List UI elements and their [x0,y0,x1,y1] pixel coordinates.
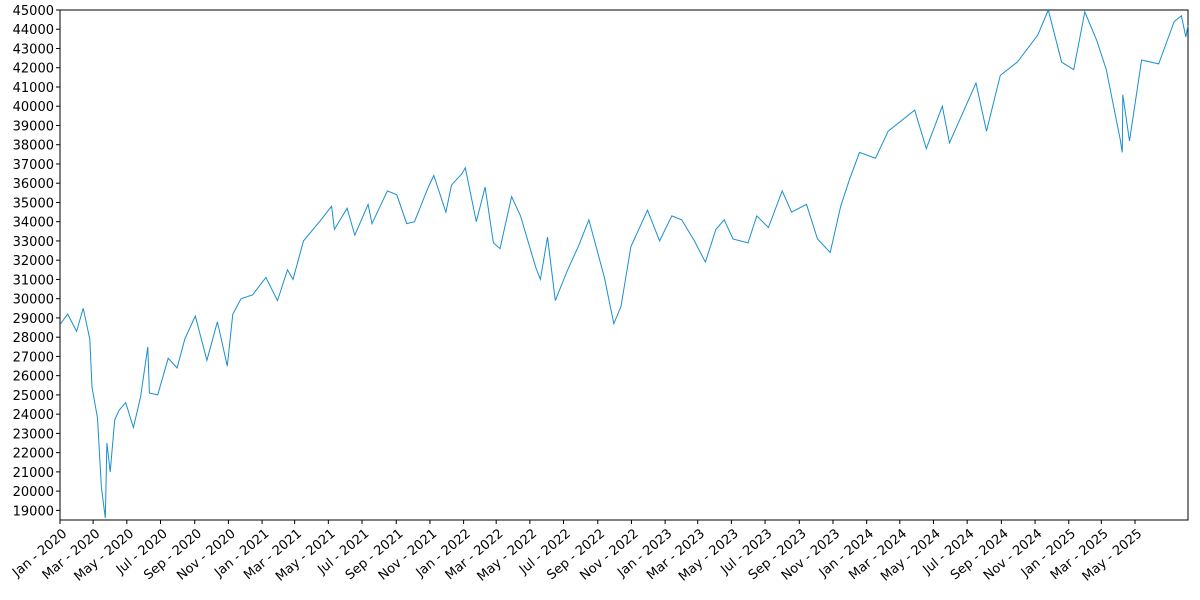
y-tick-label: 38000 [13,139,54,154]
y-tick-label: 43000 [13,42,54,57]
y-tick-label: 41000 [13,81,54,96]
y-tick-label: 36000 [13,177,54,192]
plot-frame [59,9,1189,521]
y-tick-label: 30000 [13,293,54,308]
y-tick-label: 31000 [13,273,54,288]
y-tick-label: 35000 [13,196,54,211]
y-tick-label: 29000 [13,312,54,327]
y-tick-label: 33000 [13,235,54,250]
y-tick-label: 32000 [13,254,54,269]
series-layer [60,8,1189,519]
y-tick-label: 42000 [13,62,54,77]
y-tick-label: 34000 [13,216,54,231]
y-tick-label: 24000 [13,408,54,423]
y-tick-label: 23000 [13,427,54,442]
y-tick-label: 27000 [13,350,54,365]
series-line [60,8,1189,519]
y-tick-label: 20000 [13,485,54,500]
y-tick-label: 19000 [13,504,54,519]
y-tick-label: 45000 [13,4,54,19]
y-tick-label: 22000 [13,447,54,462]
y-tick-label: 25000 [13,389,54,404]
y-tick-label: 40000 [13,100,54,115]
y-tick-label: 21000 [13,466,54,481]
y-tick-label: 37000 [13,158,54,173]
y-tick-label: 28000 [13,331,54,346]
y-tick-label: 44000 [13,23,54,38]
y-tick-label: 26000 [13,370,54,385]
y-axis: 19000 20000 21000 22000 23000 24000 25000 26000… [13,4,60,519]
y-tick-label: 39000 [13,119,54,134]
